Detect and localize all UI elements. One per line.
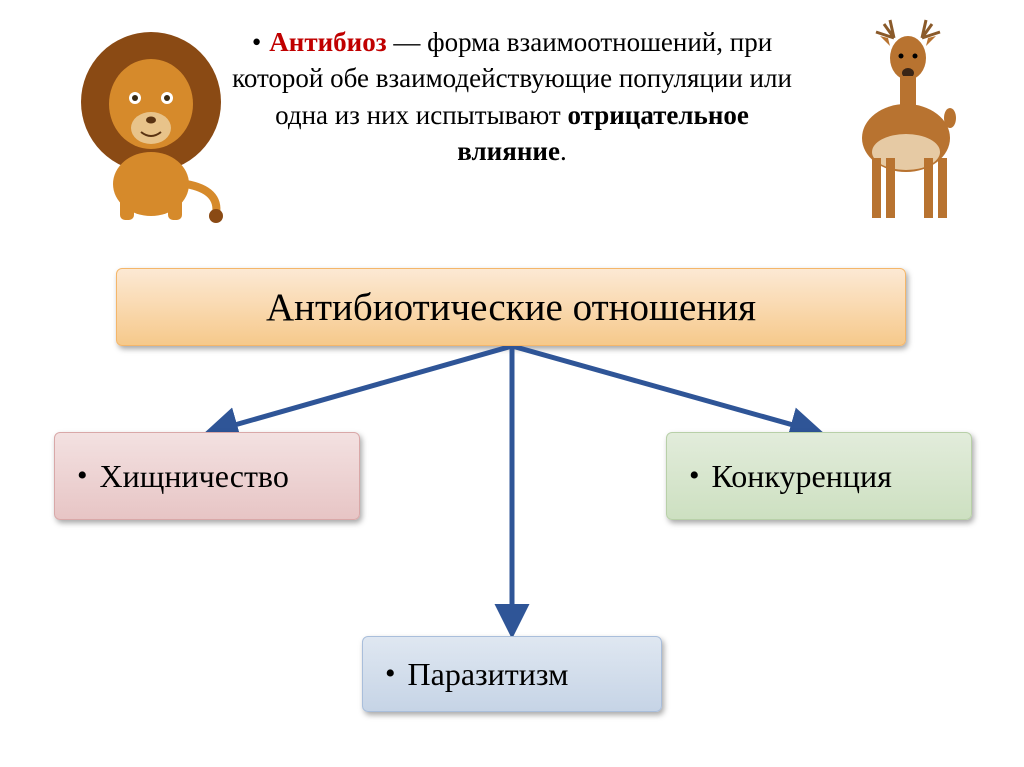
child-label-bottom: Паразитизм (408, 656, 569, 693)
child-label-left: Хищничество (100, 458, 289, 495)
main-category-label: Антибиотические отношения (266, 285, 756, 330)
child-box-bottom: • Паразитизм (362, 636, 662, 712)
definition-text: •Антибиоз — форма взаимоотношений, при к… (220, 24, 804, 170)
child-box-left: • Хищничество (54, 432, 360, 520)
child-label-right: Конкуренция (712, 458, 892, 495)
term: Антибиоз (269, 27, 386, 57)
child-box-right: • Конкуренция (666, 432, 972, 520)
main-category-box: Антибиотические отношения (116, 268, 906, 346)
lion-icon (56, 24, 246, 224)
deer-icon (828, 18, 978, 228)
